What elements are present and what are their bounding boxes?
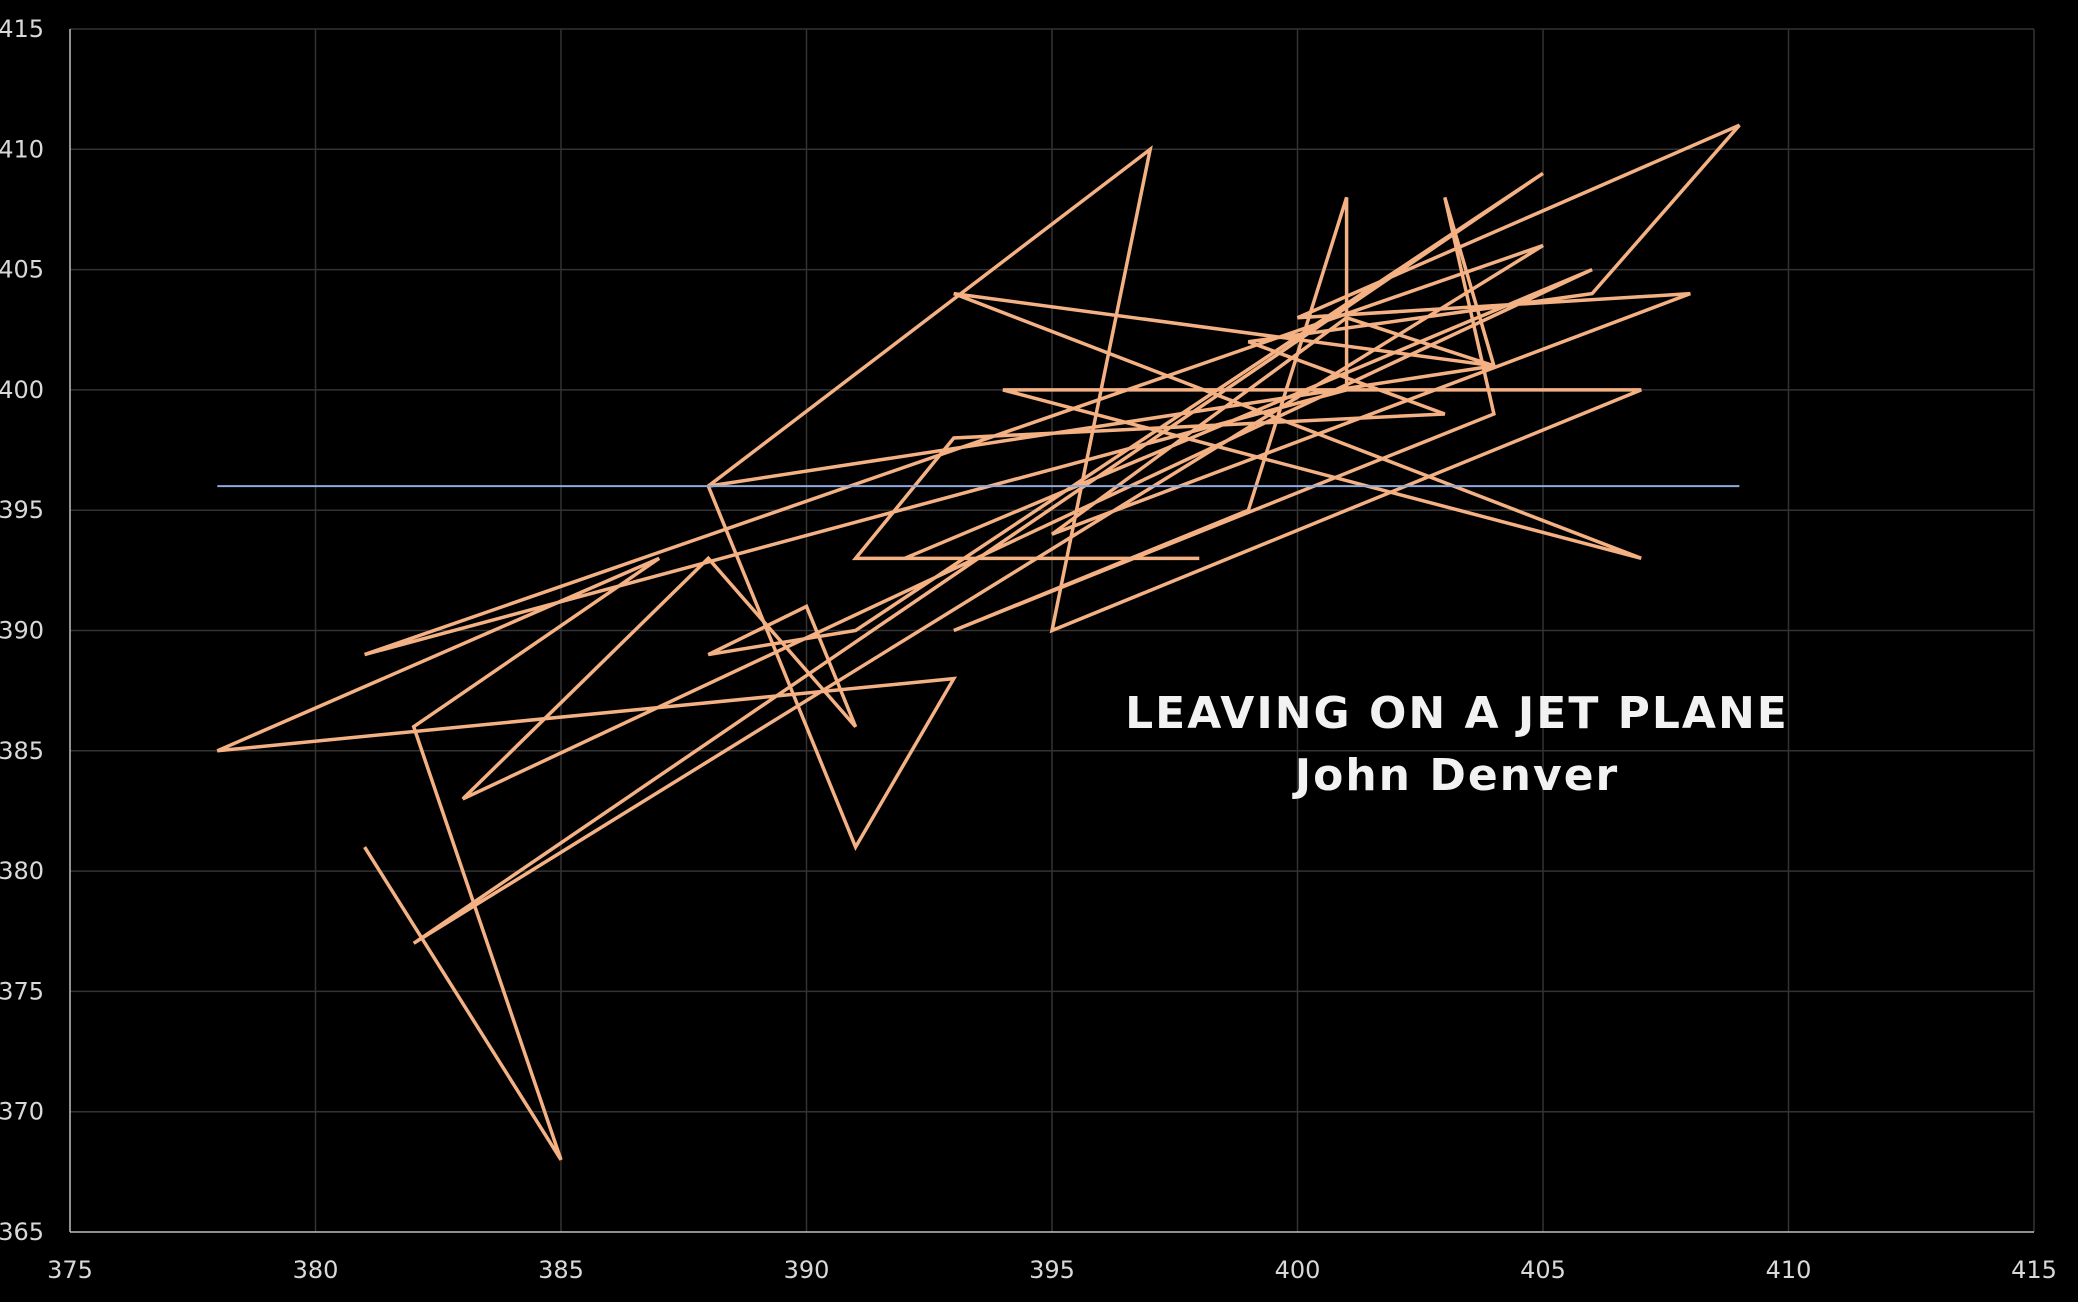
tick-labels: 375 380 385 390 395 400 405 410 415 365 370 375 380 3… <box>0 15 2057 1284</box>
x-tick-label: 400 <box>1275 1256 1321 1284</box>
y-tick-label: 405 <box>0 256 44 284</box>
x-tick-label: 415 <box>2011 1256 2057 1284</box>
x-tick-label: 405 <box>1520 1256 1566 1284</box>
y-tick-label: 415 <box>0 15 44 43</box>
chart-subtitle: John Denver <box>1292 750 1619 801</box>
y-tick-label: 370 <box>0 1098 44 1126</box>
axes <box>69 29 2034 1233</box>
x-tick-label: 410 <box>1766 1256 1812 1284</box>
series-line-pitch-path <box>216 123 1741 1161</box>
x-tick-label: 385 <box>538 1256 584 1284</box>
y-tick-label: 410 <box>0 135 44 163</box>
x-tick-label: 375 <box>47 1256 93 1284</box>
x-tick-label: 380 <box>293 1256 339 1284</box>
series <box>216 123 1741 1161</box>
y-tick-label: 365 <box>0 1218 44 1246</box>
y-tick-label: 395 <box>0 496 44 524</box>
y-tick-label: 380 <box>0 857 44 885</box>
x-tick-label: 390 <box>784 1256 830 1284</box>
x-tick-label: 395 <box>1029 1256 1075 1284</box>
y-tick-label: 390 <box>0 617 44 645</box>
y-tick-label: 385 <box>0 737 44 765</box>
chart-title: LEAVING ON A JET PLANE <box>1125 688 1789 739</box>
y-tick-label: 400 <box>0 376 44 404</box>
y-tick-label: 375 <box>0 977 44 1005</box>
